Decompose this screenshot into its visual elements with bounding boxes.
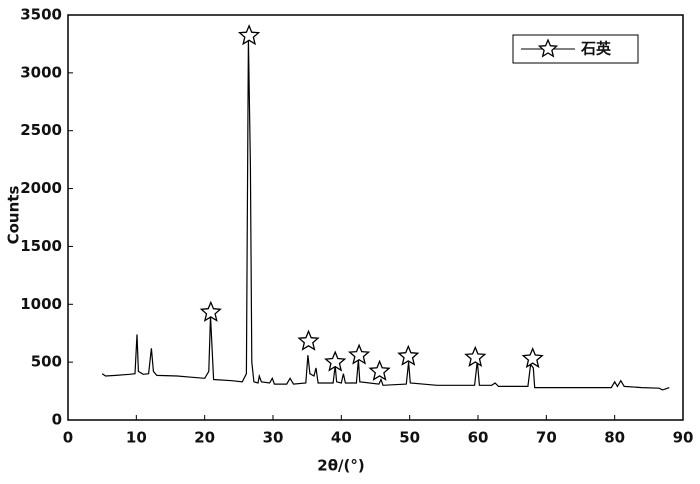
x-axis-label: 2θ/(°) [317, 457, 364, 475]
legend-star [537, 38, 559, 58]
plot-frame [67, 14, 684, 421]
star-marker [237, 24, 261, 46]
y-tick-label: 0 [52, 411, 62, 429]
x-tick-label: 60 [468, 429, 489, 447]
y-tick-label: 2500 [20, 121, 62, 139]
star-marker [464, 345, 487, 367]
y-tick-label: 3000 [20, 63, 62, 81]
y-tick-label: 2000 [20, 179, 62, 197]
x-tick-label: 70 [536, 429, 557, 447]
y-tick-label: 500 [31, 353, 62, 371]
star-marker [521, 347, 544, 369]
x-tick-label: 20 [194, 429, 215, 447]
y-axis-label: Counts [5, 186, 23, 245]
x-tick-label: 90 [673, 429, 694, 447]
y-tick-label: 1500 [20, 237, 62, 255]
x-tick-label: 80 [604, 429, 625, 447]
star-marker [347, 343, 371, 365]
y-tick-label: 1000 [20, 295, 62, 313]
star-marker [199, 300, 222, 322]
legend-label: 石英 [580, 40, 612, 58]
x-tick-label: 0 [63, 429, 73, 447]
x-tick-label: 30 [263, 429, 284, 447]
y-tick-label: 3500 [20, 6, 62, 24]
star-marker [324, 350, 347, 372]
x-tick-label: 50 [399, 429, 420, 447]
star-marker [368, 359, 391, 381]
star-marker [297, 329, 320, 351]
x-tick-label: 10 [126, 429, 147, 447]
xrd-line [101, 38, 670, 391]
star-marker [397, 344, 420, 366]
x-tick-label: 40 [331, 429, 352, 447]
